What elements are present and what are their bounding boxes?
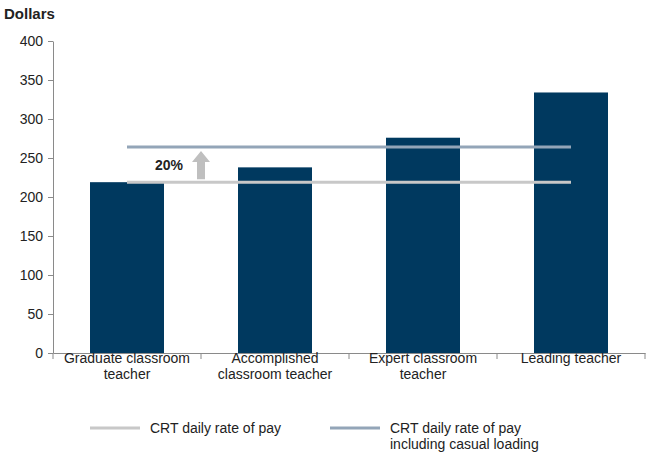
x-axis: Graduate classroomteacher Accomplishedcla… [54, 350, 646, 382]
tick: 100 [20, 267, 53, 283]
tick-mark [48, 353, 53, 354]
bar [238, 167, 312, 353]
text-line: CRT daily rate of pay [390, 420, 521, 436]
tick: 300 [20, 111, 53, 127]
tick-label: Accomplishedclassroom teacher [218, 350, 333, 382]
y-axis: 0 50 100 150 200 250 300 350 400 [20, 33, 54, 361]
tick: 350 [20, 72, 53, 88]
tick-mark [48, 197, 53, 198]
tick-label: 350 [20, 72, 44, 88]
tick-mark [48, 41, 53, 42]
text-line: teacher [400, 366, 447, 382]
legend-swatch [330, 427, 380, 430]
legend-swatch [90, 427, 140, 430]
reference-line [127, 146, 571, 149]
tick: Expert classroomteacher [369, 350, 477, 382]
axis-line [53, 42, 54, 354]
tick: Graduate classroomteacher [64, 350, 190, 382]
tick-mark [48, 314, 53, 315]
tick: 0 [35, 345, 53, 361]
reference-line [127, 181, 571, 184]
annotation: 20% [155, 157, 184, 173]
legend-label: CRT daily rate of payincluding casual lo… [390, 420, 539, 452]
chart: Dollars 0 50 100 150 200 250 300 350 400 Graduate … [0, 0, 652, 460]
legend: CRT daily rate of payCRT daily rate of p… [90, 420, 539, 452]
bar [534, 92, 608, 353]
text-line: including casual loading [390, 436, 539, 452]
tick-mark [48, 80, 53, 81]
tick: 150 [20, 228, 53, 244]
category-divider [53, 353, 54, 359]
tick-label: 250 [20, 150, 44, 166]
tick: 200 [20, 189, 53, 205]
tick-label: 400 [20, 33, 44, 49]
tick-mark [48, 158, 53, 159]
tick-mark [48, 236, 53, 237]
tick-label: 150 [20, 228, 44, 244]
category-divider [201, 353, 202, 359]
plot-area [90, 92, 608, 353]
axis-title: Dollars [4, 5, 55, 22]
text-line: CRT daily rate of pay [150, 420, 281, 436]
tick-label: 300 [20, 111, 44, 127]
tick: 400 [20, 33, 53, 49]
tick-label: Graduate classroomteacher [64, 350, 190, 382]
tick-label: 200 [20, 189, 44, 205]
tick-mark [48, 119, 53, 120]
bar [90, 182, 164, 353]
tick: Accomplishedclassroom teacher [218, 350, 333, 382]
text-line: teacher [104, 366, 151, 382]
tick-label: 0 [35, 345, 43, 361]
category-divider [349, 353, 350, 359]
tick-label: Expert classroomteacher [369, 350, 477, 382]
bar [386, 138, 460, 353]
tick-mark [48, 275, 53, 276]
tick: 250 [20, 150, 53, 166]
text-line: classroom teacher [218, 366, 333, 382]
category-divider [645, 353, 646, 359]
legend-label: CRT daily rate of pay [150, 420, 281, 436]
category-divider [497, 353, 498, 359]
tick-label: 100 [20, 267, 44, 283]
annotation-arrow [192, 151, 210, 179]
tick-label: 50 [27, 306, 43, 322]
tick: 50 [27, 306, 53, 322]
